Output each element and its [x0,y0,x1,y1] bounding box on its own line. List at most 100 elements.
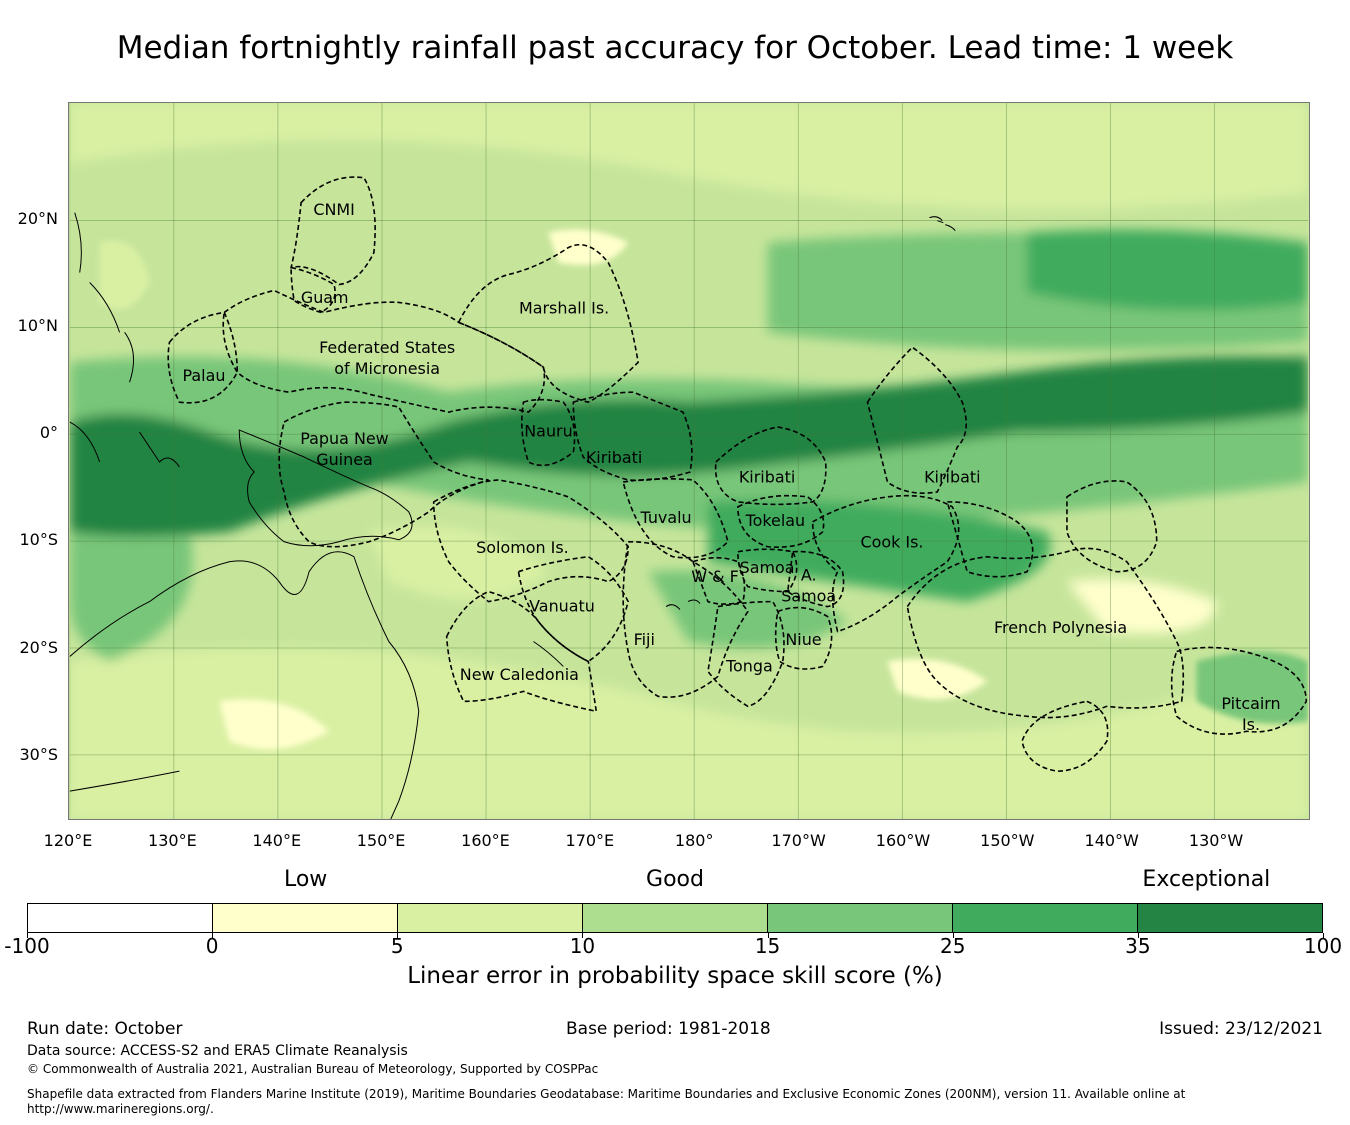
colorbar [27,903,1323,933]
region-label: Papua New Guinea [300,429,388,469]
region-label: A. Samoa [781,566,836,606]
skill-field-patch [368,526,549,600]
colorbar-tick-label: 0 [205,934,219,958]
region-label-line: Marshall Is. [519,299,609,318]
lon-tick-label: 120°E [43,831,93,850]
shapefile-credit-line2: http://www.marineregions.org/. [27,1102,214,1116]
eez-pitcairn-ducie [1021,700,1109,772]
skill-field-patch [1027,229,1309,311]
region-label: Vanuatu [529,597,595,616]
hawaii-coast [929,216,956,231]
region-label-line: Samoa [740,558,795,577]
region-label-line: Palau [183,366,226,385]
region-label: Cook Is. [860,533,923,552]
region-label-line: Guam [301,288,349,307]
lon-tick-label: 140°E [252,831,302,850]
eez-tokelau [737,494,825,548]
eez-palau [167,311,239,404]
region-label: Tokelau [745,511,806,530]
lon-tick-label: 140°W [1084,831,1139,850]
region-label-line: A. [801,566,817,585]
lon-tick-label: 130°W [1188,831,1244,850]
region-label: Nauru [524,421,572,440]
philippines-coast [74,212,135,383]
eez-kiribati-phoenix [714,426,827,506]
issued-date: Issued: 23/12/2021 [1159,1019,1323,1039]
eez-pitcairn [1170,646,1308,735]
lat-tick-label: 0° [39,423,58,443]
eez-solomon [432,479,629,603]
colorbar-label: Linear error in probability space skill … [407,963,943,989]
lat-tick-label: 20°S [19,637,58,657]
colorbar-tick-label: 5 [390,934,404,958]
region-label-line: Tokelau [745,511,806,530]
lon-tick-label: 150°E [356,831,406,850]
colorbar-tick-mark [27,933,28,938]
sulawesi-coast [69,421,180,468]
eez-samoa [737,548,798,593]
eez-guam [290,266,336,314]
colorbar-tick-label: 35 [1125,934,1151,958]
skill-field-patch [69,356,1309,537]
eez-tuvalu [622,478,729,559]
region-label-line: W & F [691,567,739,586]
region-label-line: Fiji [634,630,655,649]
skill-field-patch [1066,579,1217,634]
legend-category-label: Good [646,867,704,892]
eez-cnmi [290,176,376,286]
chart-title: Median fortnightly rainfall past accurac… [116,30,1234,66]
colorbar-tick-mark [582,933,584,938]
eez-kiribati-gilbert [572,391,693,482]
region-label: Niue [785,630,821,649]
lon-tick-label: 170°E [565,831,615,850]
region-label-line: Solomon Is. [476,538,569,557]
colorbar-bin [213,904,398,932]
region-label: Samoa [740,558,795,577]
skill-field-patch [548,229,629,266]
run-date: Run date: October [27,1019,183,1039]
region-label: W & F [691,567,739,586]
legend-category-label: Low [283,867,328,892]
colorbar-bin [398,904,583,932]
region-label: CNMI [313,200,355,219]
region-label: Kiribati [586,448,642,467]
eez-tonga [707,600,785,708]
new-caledonia-coast [533,641,564,667]
region-label-line: Is. [1242,715,1260,734]
eez-niue [774,606,833,670]
region-label-line: Papua New [300,429,388,448]
eez-boundaries [167,176,1308,772]
colorbar-bin [953,904,1138,932]
skill-field-patch [648,570,848,649]
region-label-line: Vanuatu [529,597,595,616]
region-label: Kiribati [739,467,795,486]
region-label-line: CNMI [313,200,355,219]
coastlines [69,212,956,819]
lat-tick-label: 20°N [17,208,58,228]
skill-field-patch [69,103,1309,209]
region-label: French Polynesia [994,618,1127,637]
region-label-line: New Caledonia [460,665,579,684]
colorbar-tick-mark [212,933,214,938]
region-label-line: Pitcairn [1221,694,1280,713]
region-label: Tuvalu [640,508,692,527]
region-label-line: Tuvalu [640,508,692,527]
region-label-line: Niue [785,630,821,649]
data-source: Data source: ACCESS-S2 and ERA5 Climate … [27,1043,408,1059]
colorbar-tick-mark [767,933,769,938]
colorbar-tick-mark [952,933,954,938]
region-label: New Caledonia [460,665,579,684]
skill-field-patch [99,240,150,310]
region-label: Pitcairn Is. [1221,694,1280,734]
lon-tick-label: 160°W [875,831,931,850]
colorbar-tick-label: -100 [4,934,50,958]
lat-tick-label: 10°N [17,316,58,336]
skill-field-patch [69,513,193,662]
region-label-line: Federated States [319,338,455,357]
skill-map: CNMI Guam Marshall Is. Federated States of M… [68,102,1310,820]
fiji-coast [665,599,701,610]
australia-coast [69,551,420,819]
region-label-line: Nauru [524,421,572,440]
region-label-line: of Micronesia [334,359,440,378]
eez-png [278,401,489,548]
